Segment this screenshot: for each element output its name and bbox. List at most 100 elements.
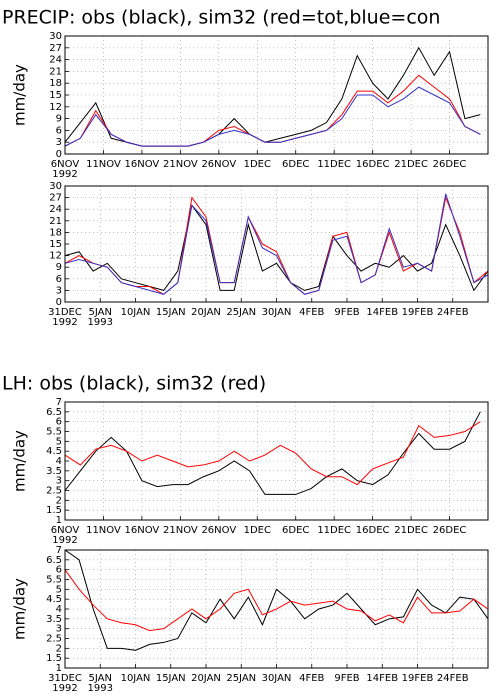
y-tick-label: 2 xyxy=(56,643,62,654)
y-axis-label: mm/day xyxy=(11,430,29,492)
y-tick-label: 9 xyxy=(56,262,62,273)
y-tick-label: 6.5 xyxy=(46,555,62,566)
y-tick-label: 7 xyxy=(56,545,62,556)
x-tick-label: 6DEC xyxy=(282,159,309,170)
x-tick-label: 25JAN xyxy=(226,307,256,318)
plot-frame xyxy=(64,185,489,303)
series-line xyxy=(64,46,481,147)
series-line xyxy=(64,86,481,147)
x-tick-label: 11DEC xyxy=(317,525,351,536)
y-tick-label: 6 xyxy=(56,417,62,428)
series-line xyxy=(64,204,489,292)
x-tick-label: 4FEB xyxy=(299,307,324,318)
x-tick-label: 26DEC xyxy=(433,159,467,170)
x-tick-label: 21NOV xyxy=(163,525,198,536)
x-tick-label: 16DEC xyxy=(356,525,390,536)
x-tick-label: 1DEC xyxy=(244,525,271,536)
y-tick-label: 4.5 xyxy=(46,594,62,605)
y-tick-label: 3 xyxy=(56,476,62,487)
y-tick-label: 3.5 xyxy=(46,466,62,477)
plot-frame xyxy=(64,35,489,155)
x-tick-label: 30JAN xyxy=(262,673,292,684)
y-tick-label: 4 xyxy=(56,604,62,615)
x-tick-label: 10JAN xyxy=(121,307,151,318)
x-tick-year: 1992 xyxy=(52,317,77,328)
y-tick-label: 3 xyxy=(56,285,62,296)
x-tick-label: 9FEB xyxy=(334,673,359,684)
y-tick-label: 2 xyxy=(56,495,62,506)
x-tick-year: 1993 xyxy=(88,317,113,328)
y-tick-label: 21 xyxy=(49,216,62,227)
y-tick-label: 27 xyxy=(49,43,62,54)
series-line xyxy=(64,411,481,495)
y-tick-label: 3 xyxy=(56,137,62,148)
x-tick-label: 5JAN xyxy=(89,307,112,318)
chart-title: PRECIP: obs (black), sim32 (red=tot,blue… xyxy=(2,7,440,29)
x-tick-label: 15JAN xyxy=(156,307,186,318)
x-tick-label: 15JAN xyxy=(156,673,186,684)
y-tick-label: 6.5 xyxy=(46,407,62,418)
x-tick-label: 21DEC xyxy=(394,525,428,536)
x-tick-label: 16NOV xyxy=(125,525,160,536)
y-tick-label: 5.5 xyxy=(46,575,62,586)
y-tick-label: 21 xyxy=(49,66,62,77)
x-tick-label: 1DEC xyxy=(244,159,271,170)
y-tick-label: 12 xyxy=(49,102,62,113)
series-line xyxy=(64,569,489,632)
y-tick-label: 12 xyxy=(49,251,62,262)
y-tick-label: 18 xyxy=(49,227,62,238)
plot-frame xyxy=(64,401,489,521)
x-tick-label: 11NOV xyxy=(86,159,121,170)
x-tick-label: 26NOV xyxy=(201,159,236,170)
series-line xyxy=(64,421,481,486)
y-tick-label: 18 xyxy=(49,78,62,89)
x-tick-year: 1992 xyxy=(52,683,77,694)
x-tick-label: 11NOV xyxy=(86,525,121,536)
y-tick-label: 0 xyxy=(56,297,62,308)
x-tick-label: 30JAN xyxy=(262,307,292,318)
y-tick-label: 0 xyxy=(56,149,62,160)
y-tick-label: 3.5 xyxy=(46,614,62,625)
y-tick-label: 5.5 xyxy=(46,427,62,438)
x-tick-label: 25JAN xyxy=(226,673,256,684)
y-tick-label: 9 xyxy=(56,114,62,125)
x-tick-label: 20JAN xyxy=(191,673,221,684)
x-tick-year: 1993 xyxy=(88,683,113,694)
y-tick-label: 6 xyxy=(56,274,62,285)
x-tick-label: 24FEB xyxy=(437,307,469,318)
y-tick-label: 5 xyxy=(56,436,62,447)
y-tick-label: 3 xyxy=(56,624,62,635)
y-tick-label: 24 xyxy=(49,55,62,66)
y-tick-label: 4.5 xyxy=(46,446,62,457)
x-tick-label: 10JAN xyxy=(121,673,151,684)
x-tick-label: 9FEB xyxy=(334,307,359,318)
y-tick-label: 1.5 xyxy=(46,653,62,664)
series-line xyxy=(64,74,481,147)
x-tick-label: 31DEC xyxy=(48,673,82,684)
chart-title: LH: obs (black), sim32 (red) xyxy=(2,373,266,395)
x-tick-label: 19FEB xyxy=(402,307,434,318)
y-tick-label: 27 xyxy=(49,193,62,204)
x-tick-label: 20JAN xyxy=(191,307,221,318)
y-tick-label: 1.5 xyxy=(46,505,62,516)
series-line xyxy=(64,549,489,651)
x-tick-label: 5JAN xyxy=(89,673,112,684)
y-tick-label: 30 xyxy=(49,181,62,192)
x-tick-label: 4FEB xyxy=(299,673,324,684)
x-tick-year: 1992 xyxy=(52,535,77,546)
x-tick-label: 16DEC xyxy=(356,159,390,170)
x-tick-label: 16NOV xyxy=(125,159,160,170)
y-tick-label: 6 xyxy=(56,125,62,136)
series-line xyxy=(64,193,489,295)
x-tick-label: 6DEC xyxy=(282,525,309,536)
y-tick-label: 15 xyxy=(49,90,62,101)
y-tick-label: 2.5 xyxy=(46,486,62,497)
x-tick-label: 21DEC xyxy=(394,159,428,170)
x-tick-label: 19FEB xyxy=(402,673,434,684)
x-tick-label: 6NOV xyxy=(51,159,80,170)
y-tick-label: 6 xyxy=(56,565,62,576)
plot-frame xyxy=(64,549,489,669)
series-line xyxy=(64,195,489,295)
x-tick-label: 14FEB xyxy=(366,307,398,318)
